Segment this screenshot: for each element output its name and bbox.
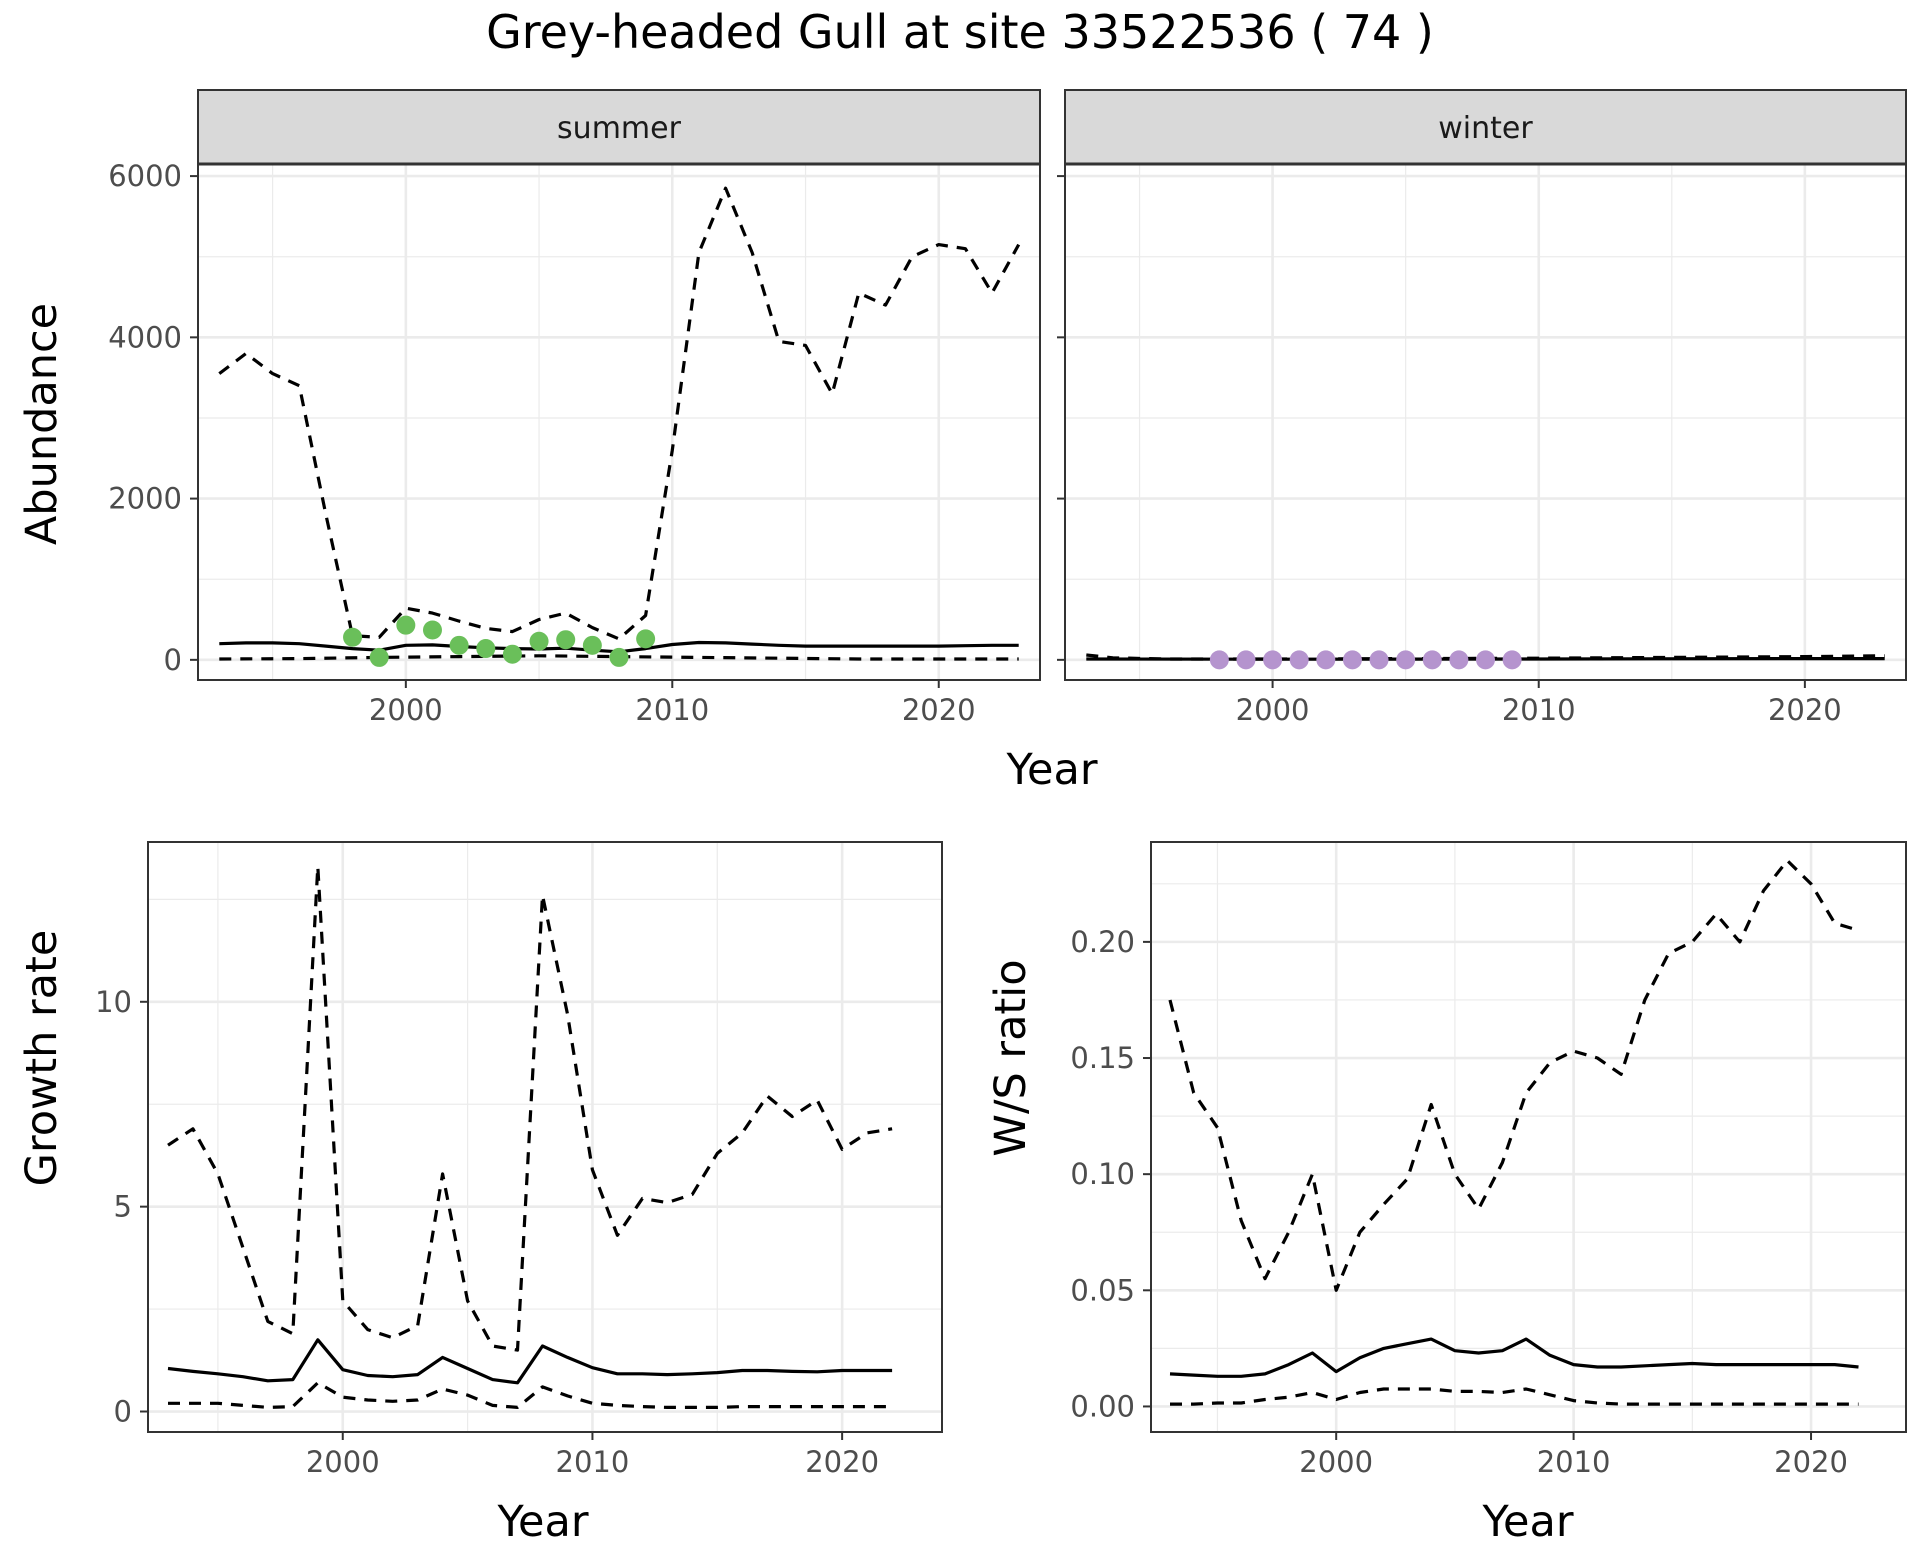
- y-tick-label: 4000: [108, 320, 182, 354]
- observation-point: [343, 627, 363, 647]
- observation-point: [1502, 650, 1522, 670]
- plot-background: [1151, 842, 1906, 1432]
- observation-point: [529, 631, 549, 651]
- observation-point: [1396, 650, 1416, 670]
- observation-point: [476, 639, 496, 659]
- y-tick-label: 0.10: [1070, 1157, 1135, 1191]
- growth-panel: 2000 2010 2020 0 5 10: [95, 841, 943, 1479]
- x-tick-label: 2020: [1774, 1445, 1848, 1479]
- panel-border: [147, 841, 943, 1433]
- series-line-3-dashed: [1170, 1387, 1859, 1406]
- series-line-1-solid: [1169, 1337, 1859, 1378]
- observation-point: [396, 615, 416, 635]
- facet-strip-label: winter: [1438, 111, 1533, 146]
- x-tick-label: 2010: [635, 693, 709, 727]
- plot-background: [1065, 164, 1906, 680]
- observation-point: [636, 629, 656, 649]
- series-line-2-dashed: [218, 186, 1021, 641]
- observation-point: [582, 635, 602, 655]
- y-tick-label: 0.15: [1070, 1041, 1135, 1075]
- x-tick-label: 2000: [1299, 1445, 1373, 1479]
- observation-point: [1263, 650, 1283, 670]
- observation-point: [369, 647, 389, 667]
- panel-border: [1150, 841, 1907, 1433]
- observation-point: [1422, 650, 1442, 670]
- facet-strip-label: summer: [557, 111, 682, 146]
- observation-point: [1476, 650, 1495, 670]
- observation-point: [1369, 650, 1389, 670]
- observation-point: [502, 644, 522, 664]
- observation-point: [422, 620, 442, 640]
- ratio-y-axis-title: W/S ratio: [986, 959, 1036, 1156]
- y-tick-label: 0: [114, 1395, 132, 1429]
- series-line-1-solid: [167, 1338, 893, 1385]
- abundance-y-axis-title: Abundance: [17, 303, 67, 545]
- observation-point: [1342, 650, 1362, 670]
- observation-point: [1316, 650, 1336, 670]
- summer-panel: summer 2000 2010 2020 0 2000 4000 6000: [108, 89, 1041, 727]
- plot-background: [148, 842, 942, 1432]
- y-tick-label: 5: [114, 1190, 132, 1224]
- x-tick-label: 2000: [1236, 693, 1310, 727]
- y-tick-label: 0.20: [1070, 925, 1135, 959]
- x-tick-label: 2010: [1537, 1445, 1611, 1479]
- x-tick-label: 2010: [556, 1445, 630, 1479]
- x-tick-label: 2010: [1502, 693, 1576, 727]
- y-tick-label: 0.05: [1070, 1273, 1135, 1307]
- observation-point: [556, 630, 576, 650]
- series-line-2-dashed: [1168, 859, 1859, 1292]
- facet-strip: [1064, 89, 1907, 165]
- observation-point: [1236, 650, 1256, 670]
- plot-background: [198, 164, 1040, 680]
- facet-strip: [197, 89, 1041, 165]
- observation-point: [609, 647, 629, 667]
- top-x-axis-title: Year: [1005, 745, 1097, 795]
- series-line-2-dashed: [167, 865, 893, 1352]
- x-tick-label: 2020: [902, 693, 976, 727]
- y-tick-label: 2000: [108, 482, 182, 516]
- y-tick-label: 6000: [108, 159, 182, 193]
- observation-point: [1209, 650, 1229, 670]
- y-tick-label: 10: [95, 985, 132, 1019]
- ratio-x-axis-title: Year: [1481, 1497, 1573, 1547]
- y-tick-label: 0.00: [1070, 1389, 1135, 1423]
- ratio-panel: 2000 2010 2020 0.00 0.05 0.10 0.15 0.20: [1070, 841, 1907, 1479]
- observation-point: [449, 635, 469, 655]
- x-tick-label: 2000: [369, 693, 443, 727]
- x-tick-label: 2000: [306, 1445, 380, 1479]
- x-tick-label: 2020: [1768, 693, 1842, 727]
- growth-x-axis-title: Year: [496, 1497, 588, 1547]
- observation-point: [1449, 650, 1469, 670]
- x-tick-label: 2020: [805, 1445, 879, 1479]
- figure-title: Grey-headed Gull at site 33522536 ( 74 ): [486, 5, 1434, 59]
- winter-panel: winter 2000 2010 2020: [1057, 89, 1907, 727]
- y-tick-label: 0: [164, 643, 182, 677]
- growth-y-axis-title: Growth rate: [17, 930, 67, 1187]
- series-line-3-dashed: [168, 1381, 893, 1409]
- observation-point: [1289, 650, 1309, 670]
